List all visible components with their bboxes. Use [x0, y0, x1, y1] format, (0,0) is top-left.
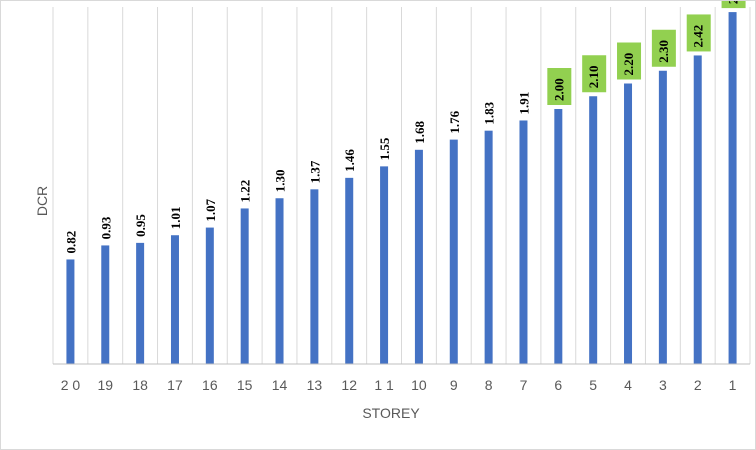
- bar: [414, 149, 423, 364]
- data-label-group: 2.20: [617, 42, 642, 80]
- x-tick-label: 17: [167, 377, 183, 393]
- data-labels: 0.82 0.93 0.95 1.01 1.07 1.22 1.30 1.37 1.46 1.55…: [63, 1, 746, 254]
- bars: [66, 12, 737, 364]
- data-label: 0.95: [133, 214, 148, 237]
- data-label-highlight: [617, 42, 642, 80]
- data-label-group: 1.91: [516, 92, 531, 115]
- data-label: 1.83: [482, 101, 497, 124]
- data-label: 2.30: [656, 40, 671, 63]
- data-label: 1.91: [516, 92, 531, 115]
- data-label-group: 1.55: [377, 137, 392, 160]
- x-tick-labels: 2 0 19 18 17 16 15 14 13 12 1 1 10 9 8 7 6 5 4 3 2 1: [61, 377, 737, 393]
- x-tick-label: 6: [554, 377, 562, 393]
- x-tick-label: 19: [97, 377, 113, 393]
- data-label: 2.10: [586, 66, 601, 89]
- bar: [484, 130, 493, 364]
- data-label: 1.46: [342, 149, 357, 172]
- x-tick-label: 18: [132, 377, 148, 393]
- data-label-group: 0.82: [63, 231, 78, 254]
- data-label: 1.68: [412, 121, 427, 144]
- x-tick-label: 15: [237, 377, 253, 393]
- x-tick-label: 2: [694, 377, 702, 393]
- x-tick-label: 1 1: [374, 377, 394, 393]
- bar: [624, 83, 633, 364]
- data-label-highlight: [686, 14, 711, 52]
- data-label-group: 0.93: [98, 216, 113, 239]
- x-tick-label: 12: [341, 377, 357, 393]
- data-label-group: 2.76: [721, 1, 746, 9]
- data-label: 2.20: [621, 53, 636, 76]
- y-axis-title: DCR: [34, 186, 50, 216]
- data-label-highlight: [582, 55, 607, 93]
- data-label: 0.93: [98, 216, 113, 239]
- data-label: 2.00: [551, 78, 566, 101]
- bar: [66, 259, 75, 364]
- data-label-group: 1.76: [447, 110, 462, 133]
- data-label-group: 2.42: [686, 14, 711, 52]
- bar: [240, 208, 249, 364]
- bar: [136, 242, 145, 364]
- bar: [658, 70, 667, 364]
- data-label: 1.22: [238, 180, 253, 203]
- bar: [101, 245, 110, 364]
- data-label-group: 1.01: [168, 206, 183, 229]
- data-label: 1.76: [447, 110, 462, 133]
- x-tick-label: 10: [411, 377, 427, 393]
- bar: [310, 189, 319, 364]
- bar: [449, 139, 458, 364]
- data-label: 1.01: [168, 206, 183, 229]
- data-label: 2.42: [691, 25, 706, 48]
- x-tick-label: 13: [307, 377, 323, 393]
- x-tick-label: 4: [624, 377, 632, 393]
- x-tick-label: 9: [450, 377, 458, 393]
- bar: [345, 177, 354, 364]
- bar: [519, 120, 528, 364]
- x-tick-label: 5: [589, 377, 597, 393]
- data-label-group: 1.37: [307, 160, 322, 183]
- data-label: 1.30: [273, 170, 288, 193]
- data-label-group: 1.30: [273, 170, 288, 193]
- data-label: 1.07: [203, 198, 218, 221]
- data-label: 0.82: [63, 231, 78, 254]
- x-tick-label: 7: [520, 377, 528, 393]
- data-label: 1.55: [377, 137, 392, 160]
- data-label-group: 0.95: [133, 214, 148, 237]
- x-axis-title: STOREY: [362, 405, 420, 421]
- x-tick-label: 3: [659, 377, 667, 393]
- x-tick-label: 14: [272, 377, 288, 393]
- data-label: 1.37: [307, 160, 322, 183]
- data-label-group: 2.00: [547, 68, 572, 105]
- data-label-group: 2.10: [582, 55, 607, 93]
- bar: [589, 96, 598, 364]
- x-tick-label: 8: [485, 377, 493, 393]
- bar: [380, 166, 389, 364]
- data-label-group: 1.07: [203, 198, 218, 221]
- data-label-highlight: [651, 29, 676, 67]
- data-label: 2.76: [726, 1, 741, 4]
- data-label-highlight: [547, 68, 572, 105]
- x-tick-label: 2 0: [61, 377, 81, 393]
- data-label-group: 1.22: [238, 180, 253, 203]
- data-label-group: 2.30: [651, 29, 676, 67]
- bar: [728, 12, 737, 364]
- bar: [170, 235, 179, 364]
- x-tick-label: 16: [202, 377, 218, 393]
- data-label-group: 1.83: [482, 101, 497, 124]
- bar: [205, 227, 214, 364]
- bar: [275, 198, 284, 364]
- gridlines: [52, 7, 751, 364]
- data-label-group: 1.68: [412, 121, 427, 144]
- bar: [693, 55, 702, 364]
- bar: [554, 109, 563, 364]
- data-label-group: 1.46: [342, 149, 357, 172]
- x-tick-label: 1: [729, 377, 737, 393]
